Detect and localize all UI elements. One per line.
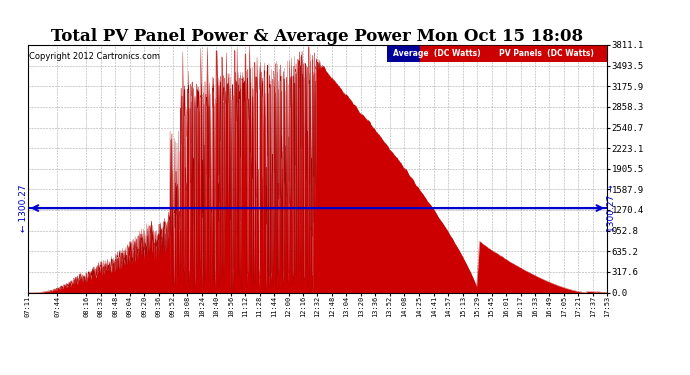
Text: ← 1300.27: ← 1300.27: [19, 184, 28, 232]
Title: Total PV Panel Power & Average Power Mon Oct 15 18:08: Total PV Panel Power & Average Power Mon…: [51, 28, 584, 45]
Text: 1300.27 →: 1300.27 →: [607, 184, 616, 232]
Text: Copyright 2012 Cartronics.com: Copyright 2012 Cartronics.com: [28, 53, 159, 62]
